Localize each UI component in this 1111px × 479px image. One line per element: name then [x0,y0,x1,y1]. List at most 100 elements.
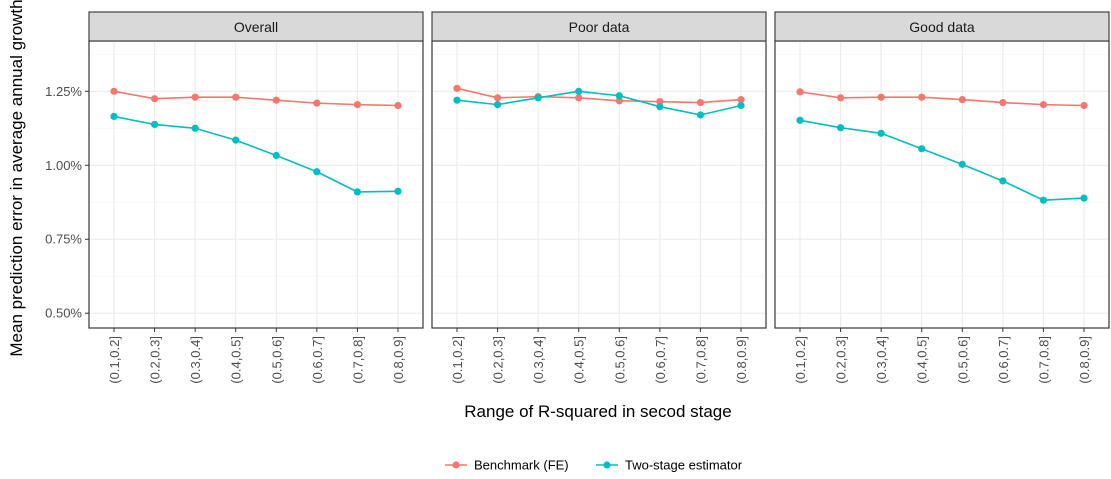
data-point [453,96,461,104]
data-point [575,94,583,102]
x-tick-label: (0.5,0.6] [269,336,284,384]
data-point [696,111,705,119]
data-point [453,84,461,92]
panel-background [88,40,424,329]
data-point [656,98,664,106]
x-tick-label: (0.3,0.4] [188,336,203,384]
data-point [110,87,118,95]
x-tick-label: (0.3,0.4] [531,336,546,384]
data-point [918,93,926,101]
facet-strip [431,11,767,42]
facet-title: Poor data [569,19,630,35]
legend-key-point [452,461,460,469]
legend: Benchmark (FE) Two-stage estimator [445,458,743,473]
x-tick-label: (0.1,0.2] [450,336,465,384]
data-point [191,93,199,101]
data-point [394,187,402,195]
panel-background [431,40,767,329]
x-tick-label: (0.8,0.9] [391,336,406,384]
x-tick-label: (0.6,0.7] [653,336,668,384]
x-tick-label: (0.2,0.3] [834,336,849,384]
x-tick-label: (0.5,0.6] [612,336,627,384]
data-point [836,94,845,102]
data-point [353,188,362,196]
data-point [232,136,240,144]
data-point [272,151,280,160]
data-point [836,124,845,132]
data-point [615,97,623,105]
facet-strip [774,11,1110,42]
data-point [534,94,542,102]
x-tick-label: (0.7,0.8] [693,336,708,384]
x-tick-label: (0.4,0.5] [572,336,587,384]
x-tick-label: (0.4,0.5] [915,336,930,384]
legend-item: Benchmark (FE) [445,458,569,473]
data-point [150,120,159,129]
data-point [493,101,502,109]
facet-title: Overall [234,19,278,35]
data-point [796,88,804,96]
x-tick-label: (0.2,0.3] [491,336,506,384]
data-point [737,101,745,110]
y-tick-label: 1.00% [45,158,82,173]
legend-label: Benchmark (FE) [474,458,569,473]
panel-poor-data: (0.1,0.2] (0.2,0.3] (0.3,0.4] (0.4,0.5] (0.5… [431,11,767,384]
series-line-two-stage-estimator [113,115,399,193]
data-point [232,93,240,101]
panel-overall: (0.1,0.2] (0.2,0.3] (0.3,0.4] (0.4,0.5] (0.5… [88,11,424,384]
facet-title: Good data [909,19,975,35]
y-tick-label: 0.50% [45,306,82,321]
x-tick-label: (0.1,0.2] [793,336,808,384]
data-point [394,101,402,110]
data-point [877,129,885,137]
data-point [1080,101,1088,110]
series-line-benchmark-fe [113,90,399,107]
x-tick-label: (0.7,0.8] [350,336,365,384]
x-tick-label: (0.8,0.9] [1077,336,1092,384]
x-tick-label: (0.7,0.8] [1036,336,1051,384]
data-point [877,93,885,101]
y-tick-label: 1.25% [45,84,82,99]
legend-label: Two-stage estimator [625,458,743,473]
data-point [958,160,966,168]
x-tick-label: (0.3,0.4] [874,336,889,384]
y-axis: 0.50% 0.75% 1.00% 1.25% [45,84,89,321]
x-tick-label: (0.6,0.7] [996,336,1011,384]
data-point [1080,194,1088,202]
y-tick-label: 0.75% [45,232,82,247]
x-axis-title: Range of R-squared in secod stage [464,402,731,421]
data-point [353,101,362,109]
data-point [110,112,118,121]
data-point [918,145,926,153]
x-tick-label: (0.2,0.3] [148,336,163,384]
data-point [1039,101,1048,109]
data-point [150,95,159,103]
x-tick-label: (0.5,0.6] [955,336,970,384]
data-point [575,87,583,95]
facet-panels: (0.1,0.2] (0.2,0.3] (0.3,0.4] (0.4,0.5] (0.5… [88,11,1110,384]
y-axis-title: Mean prediction error in average annual … [7,0,26,357]
data-point [696,98,705,107]
x-tick-label: (0.1,0.2] [107,336,122,384]
legend-key-point [603,461,611,469]
series-line-benchmark-fe [799,91,1085,107]
data-point [1039,196,1048,204]
data-point [999,177,1007,185]
series-line-two-stage-estimator [799,119,1085,201]
data-point [737,95,745,104]
data-point [958,95,966,104]
x-tick-label: (0.4,0.5] [229,336,244,384]
data-point [313,99,321,107]
data-point [493,94,502,102]
data-point [272,96,280,104]
panel-good-data: (0.1,0.2] (0.2,0.3] (0.3,0.4] (0.4,0.5] (0.5… [774,11,1110,384]
x-tick-label: (0.6,0.7] [310,336,325,384]
data-point [796,116,804,124]
data-point [313,168,321,176]
series-line-two-stage-estimator [456,90,742,116]
data-point [615,92,623,100]
panel-background [774,40,1110,329]
x-tick-label: (0.8,0.9] [734,336,749,384]
facet-strip [88,11,424,42]
